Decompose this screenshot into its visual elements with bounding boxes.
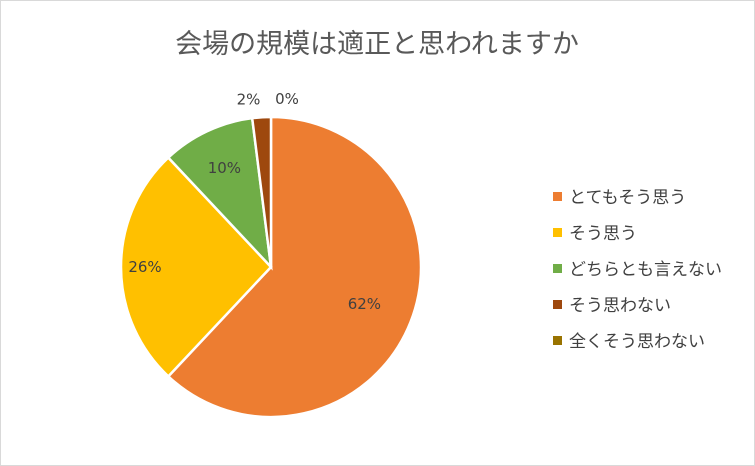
data-label-4: 2%: [237, 90, 261, 108]
pie-slice-1: [166, 115, 423, 419]
legend-swatch-5: [553, 336, 562, 345]
pie-slice-2: [119, 155, 273, 379]
legend-swatch-4: [553, 300, 562, 309]
data-label-1: 62%: [348, 295, 381, 313]
data-label-3: 10%: [208, 159, 241, 177]
data-label-5: 0%: [275, 90, 299, 108]
legend-label-5: 全くそう思わない: [569, 332, 705, 352]
pie-slices: [119, 115, 423, 419]
chart-title: 会場の規模は適正と思われますか: [175, 29, 579, 60]
legend-swatch-1: [553, 192, 562, 201]
legend-label-2: そう思う: [569, 224, 637, 244]
legend-label-4: そう思わない: [569, 296, 671, 316]
legend-label-3: どちらとも言えない: [569, 260, 722, 280]
data-label-2: 26%: [128, 258, 161, 276]
pie-slice-4: [250, 115, 273, 268]
pie-slice-3: [166, 116, 273, 271]
legend-swatch-3: [553, 264, 562, 273]
legend-swatch-2: [553, 228, 562, 237]
legend-label-1: とてもそう思う: [569, 188, 686, 208]
data-labels: 62% 26% 10% 2% 0%: [128, 90, 381, 313]
